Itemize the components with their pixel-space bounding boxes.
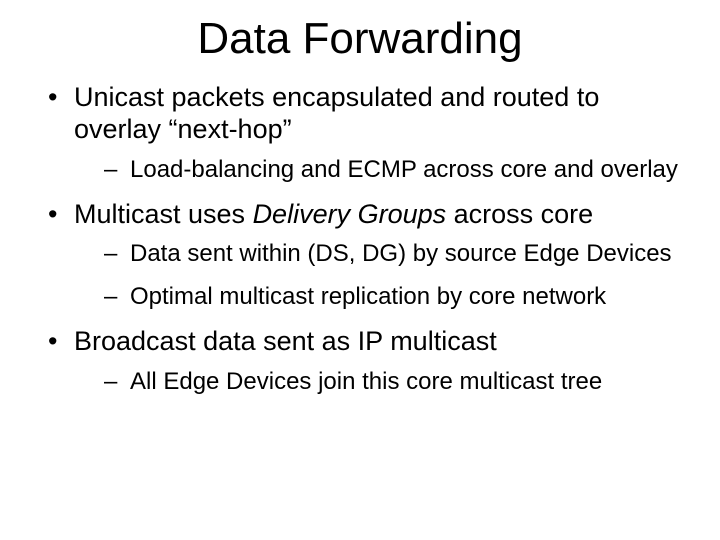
sub-bullet-text: Load-balancing and ECMP across core and …: [130, 156, 678, 183]
bullet-item: Unicast packets encapsulated and routed …: [40, 82, 680, 185]
sub-bullet-list: Load-balancing and ECMP across core and …: [74, 156, 680, 185]
bullet-text: Unicast packets encapsulated and routed …: [74, 82, 599, 144]
sub-bullet-text: All Edge Devices join this core multicas…: [130, 368, 602, 395]
sub-bullet-list: All Edge Devices join this core multicas…: [74, 368, 680, 397]
bullet-item: Multicast uses Delivery Groups across co…: [40, 199, 680, 312]
bullet-list: Unicast packets encapsulated and routed …: [40, 82, 680, 397]
slide: Data Forwarding Unicast packets encapsul…: [0, 0, 720, 540]
sub-bullet-text: Data sent within (DS, DG) by source Edge…: [130, 240, 672, 267]
bullet-text-part: Multicast uses: [74, 199, 253, 229]
bullet-text-italic: Delivery Groups: [253, 199, 447, 229]
sub-bullet-list: Data sent within (DS, DG) by source Edge…: [74, 240, 680, 312]
bullet-text-part: across core: [446, 199, 593, 229]
sub-bullet-item: Load-balancing and ECMP across core and …: [74, 156, 680, 185]
sub-bullet-item: Data sent within (DS, DG) by source Edge…: [74, 240, 680, 269]
bullet-text: Broadcast data sent as IP multicast: [74, 326, 497, 356]
sub-bullet-item: All Edge Devices join this core multicas…: [74, 368, 680, 397]
sub-bullet-item: Optimal multicast replication by core ne…: [74, 283, 680, 312]
bullet-item: Broadcast data sent as IP multicast All …: [40, 326, 680, 397]
slide-title: Data Forwarding: [40, 14, 680, 64]
sub-bullet-text: Optimal multicast replication by core ne…: [130, 283, 606, 310]
